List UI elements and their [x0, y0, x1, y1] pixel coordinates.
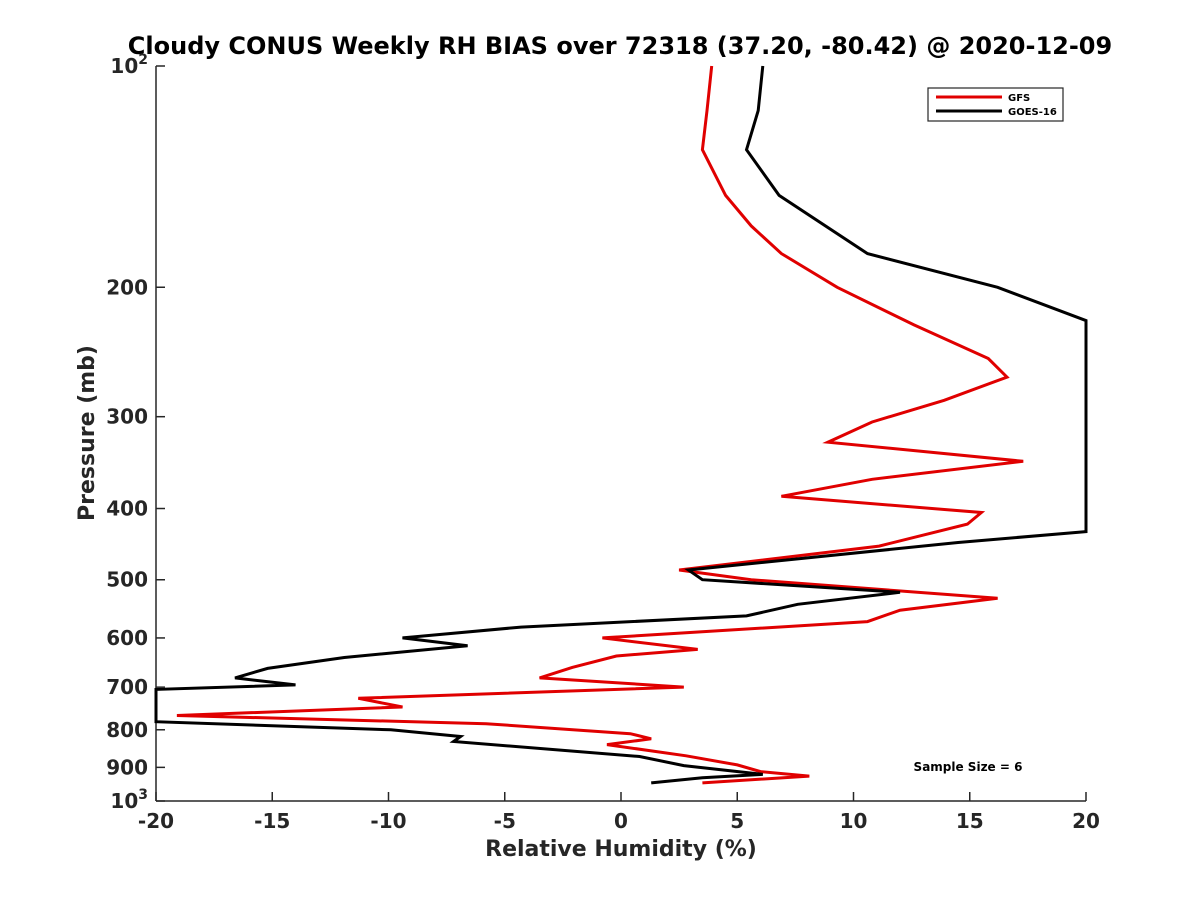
sample-size-annotation: Sample Size = 6 — [914, 760, 1023, 774]
y-tick-label: 102 — [110, 52, 148, 78]
y-tick-base: 400 — [106, 497, 148, 521]
x-tick-label: 10 — [840, 809, 868, 833]
y-tick-base: 900 — [106, 755, 148, 779]
y-tick-exponent: 2 — [138, 52, 148, 68]
series-line-goes-16 — [154, 65, 1088, 785]
y-tick-base: 200 — [106, 275, 148, 299]
legend: GFS GOES-16 — [927, 87, 1064, 122]
y-tick-label: 300 — [106, 405, 148, 429]
y-tick-label: 800 — [106, 718, 148, 742]
y-tick-label: 700 — [106, 675, 148, 699]
y-tick-base: 500 — [106, 568, 148, 592]
chart-title: Cloudy CONUS Weekly RH BIAS over 72318 (… — [128, 32, 1112, 60]
y-tick-label: 600 — [106, 626, 148, 650]
x-tick-label: 15 — [956, 809, 984, 833]
legend-label: GFS — [1008, 93, 1030, 104]
y-tick-base: 800 — [106, 718, 148, 742]
x-tick-label: -20 — [138, 809, 174, 833]
x-tick-label: 5 — [730, 809, 744, 833]
x-tick-label: -15 — [254, 809, 290, 833]
series-layer — [154, 65, 1088, 785]
y-tick-base: 600 — [106, 626, 148, 650]
y-tick-base: 10 — [110, 789, 138, 813]
series-line-gfs — [176, 65, 1024, 785]
y-tick-label: 103 — [110, 787, 148, 813]
y-tick-label: 200 — [106, 275, 148, 299]
y-tick-base: 700 — [106, 675, 148, 699]
y-tick-exponent: 3 — [138, 787, 148, 803]
x-tick-label: -5 — [494, 809, 516, 833]
legend-label: GOES-16 — [1008, 107, 1057, 118]
y-tick-base: 10 — [110, 54, 138, 78]
x-axis-ticks: -20 -15 -10 -5 0 5 10 15 20 — [138, 792, 1100, 833]
y-tick-base: 300 — [106, 405, 148, 429]
x-tick-label: 0 — [614, 809, 628, 833]
x-tick-label: -10 — [370, 809, 406, 833]
legend-box — [927, 87, 1064, 122]
y-tick-label: 400 — [106, 497, 148, 521]
x-tick-label: 20 — [1072, 809, 1100, 833]
x-axis-label: Relative Humidity (%) — [485, 837, 757, 862]
y-axis-label: Pressure (mb) — [75, 345, 100, 521]
y-tick-label: 900 — [106, 755, 148, 779]
y-tick-label: 500 — [106, 568, 148, 592]
